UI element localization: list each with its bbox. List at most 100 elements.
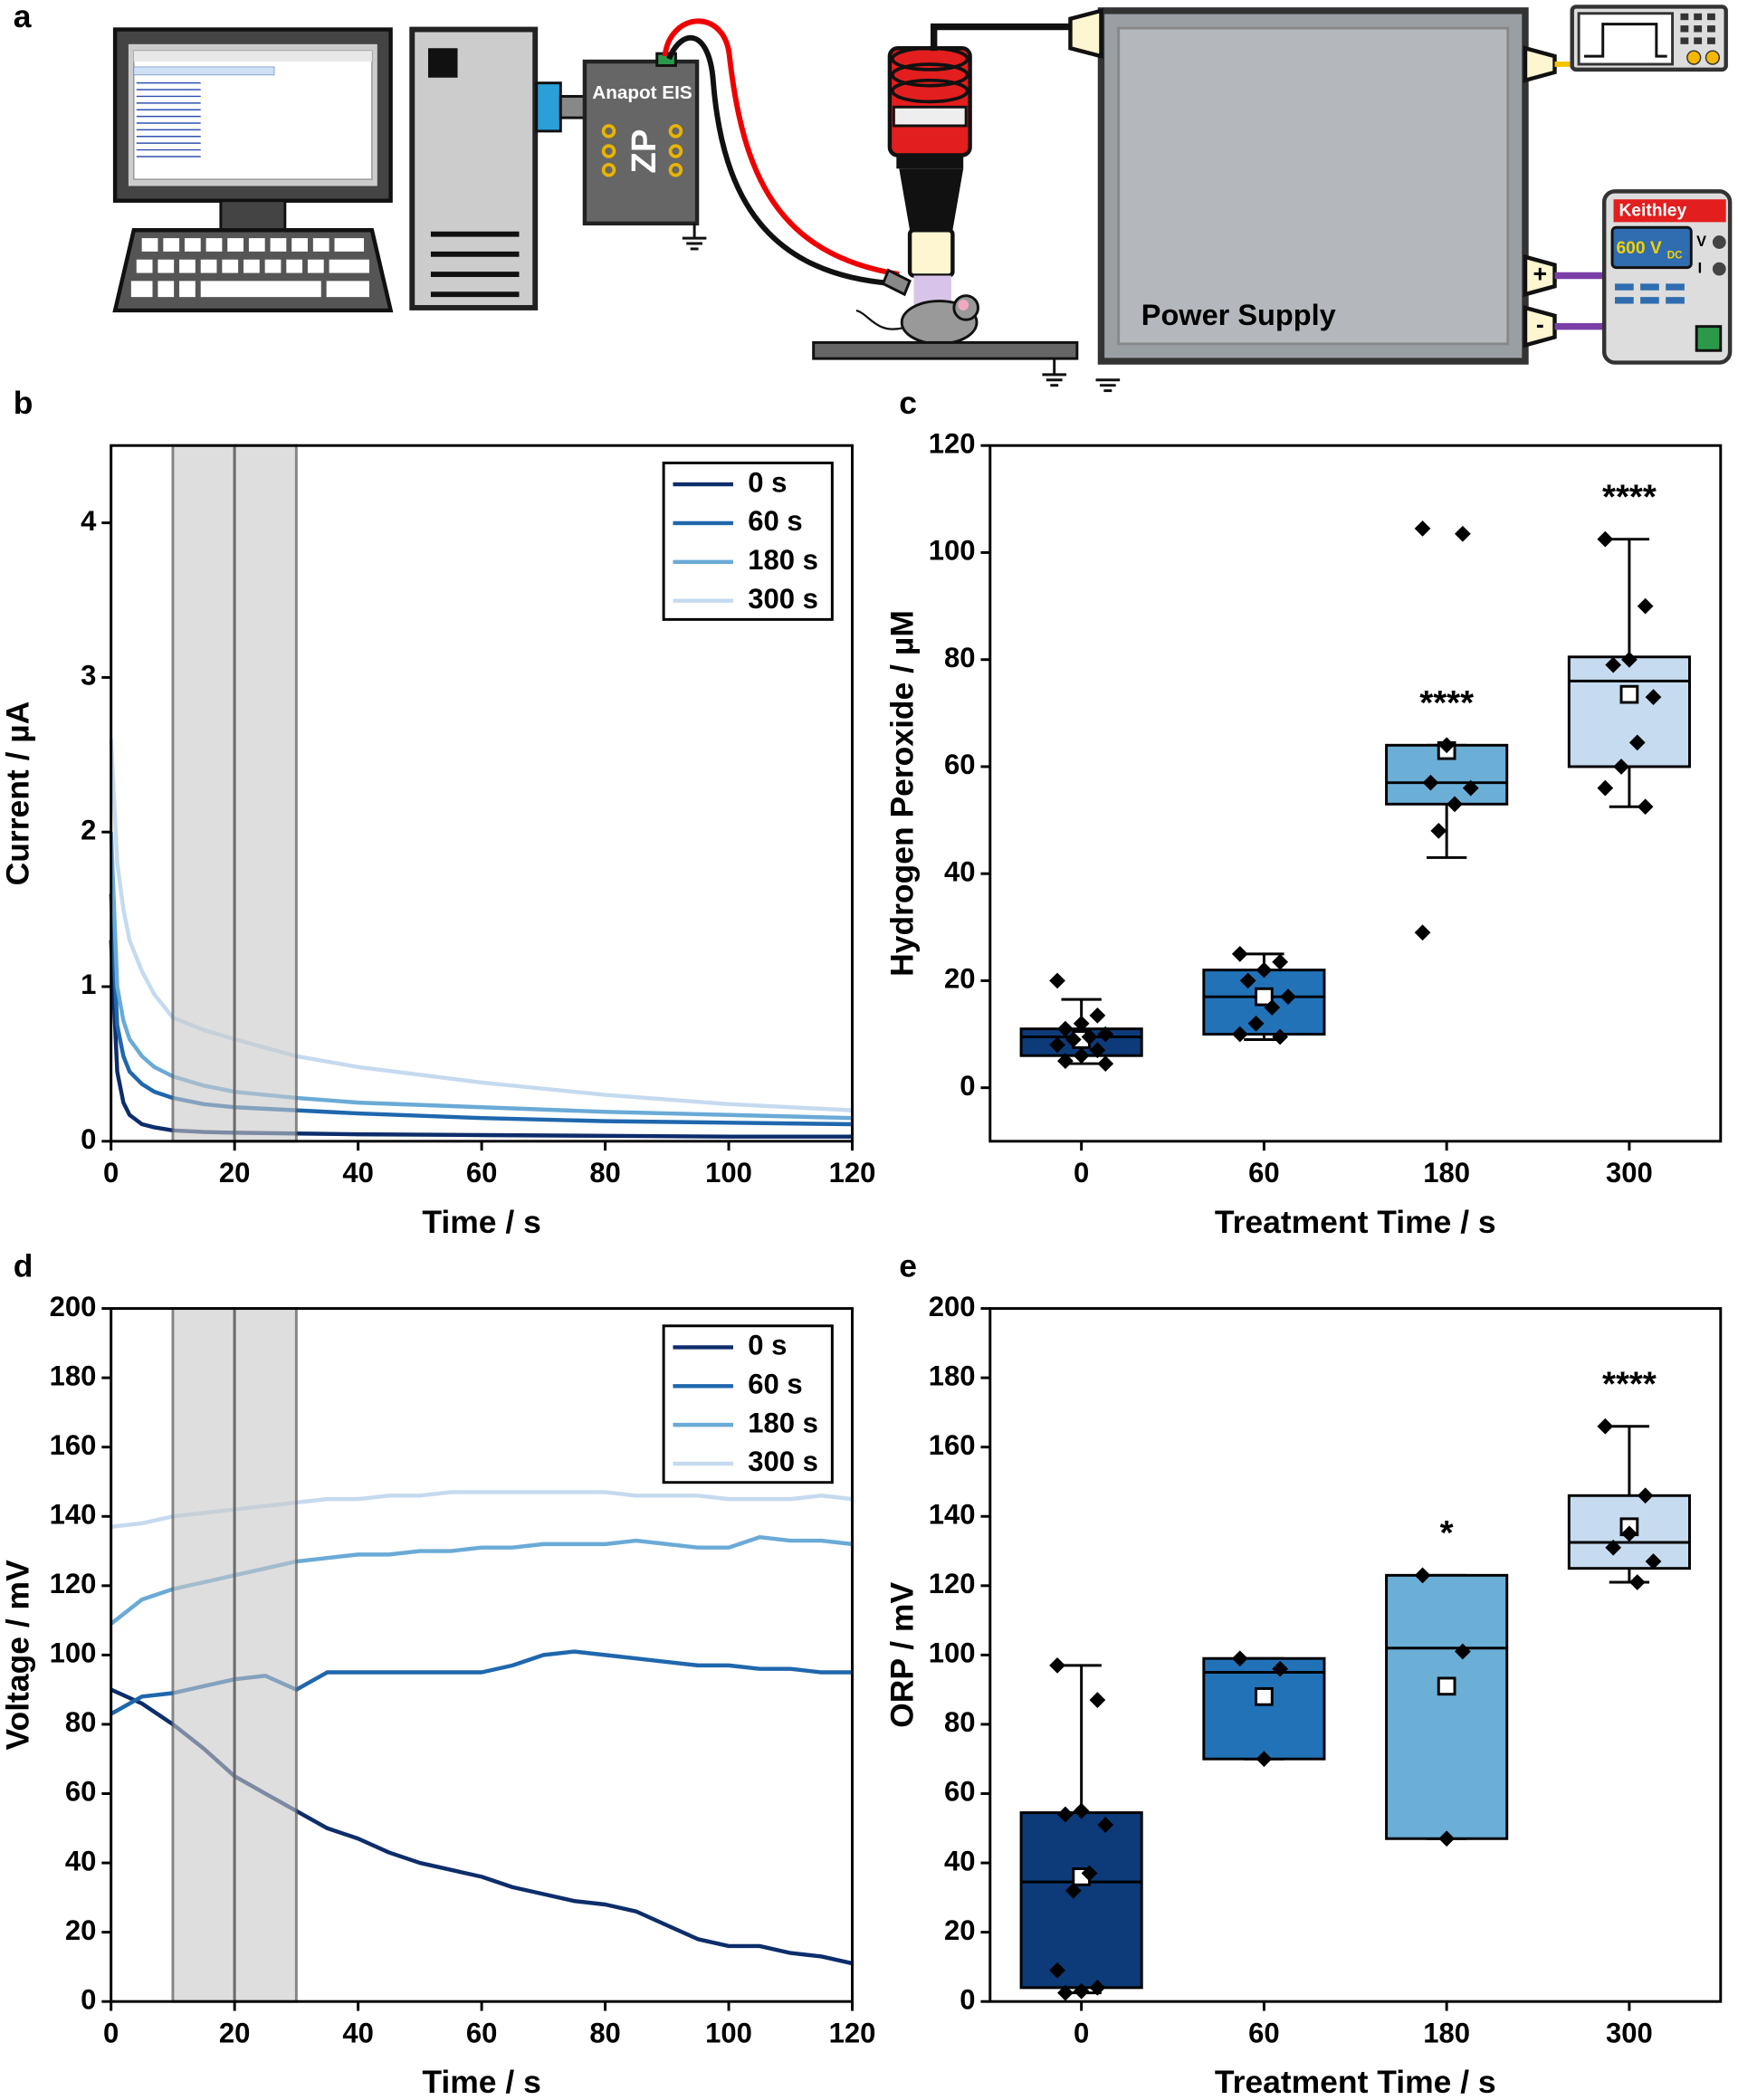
legend-label: 60 s	[748, 505, 802, 537]
window-lines	[136, 81, 201, 158]
x-axis-title: Treatment Time / s	[1215, 2064, 1496, 2100]
shaded-region	[171, 444, 236, 1143]
y-tick-label: 120	[929, 427, 976, 459]
knob	[1686, 50, 1702, 65]
setup-diagram: a Anapot EIS ZP	[14, 0, 1733, 393]
brand-label: Keithley	[1619, 202, 1686, 221]
data-point	[1597, 530, 1614, 548]
x-tick-label: 60	[466, 1157, 498, 1188]
data-point	[1239, 972, 1256, 989]
data-point	[1645, 689, 1662, 705]
keys	[130, 238, 369, 298]
x-tick-label: 20	[219, 2017, 250, 2048]
mean-marker	[1437, 1676, 1456, 1696]
data-point	[1628, 1574, 1646, 1590]
data-point	[1272, 953, 1289, 970]
panel-label: a	[14, 0, 32, 34]
potentiostat	[582, 59, 700, 226]
data-point	[1081, 1028, 1098, 1045]
data-point	[1628, 734, 1646, 751]
window-field	[133, 66, 275, 76]
data-point	[1430, 823, 1447, 839]
box	[1567, 655, 1691, 768]
data-point	[1645, 1553, 1662, 1570]
data-point	[1231, 1026, 1248, 1043]
meter-reading: 600 V	[1616, 239, 1661, 258]
shaded-region	[171, 1307, 236, 2003]
nozzle-tip	[907, 228, 955, 278]
knob	[1705, 50, 1721, 65]
data-point	[1272, 1660, 1289, 1677]
x-tick-label: 100	[705, 2017, 752, 2048]
y-tick-label: 120	[929, 1568, 976, 1599]
meter-display	[1610, 225, 1693, 270]
meter-cables	[1554, 272, 1606, 330]
data-point	[1455, 525, 1471, 542]
mean-marker	[1255, 987, 1274, 1007]
y-tick-label: 40	[944, 855, 976, 887]
y-tick-label: 60	[944, 749, 976, 780]
meter-i: I	[1698, 260, 1703, 276]
data-point	[1264, 999, 1281, 1016]
data-point	[1231, 946, 1248, 962]
x-tick-label: 0	[103, 1157, 119, 1188]
data-point	[1414, 520, 1431, 537]
y-axis-title: ORP / mV	[884, 1582, 921, 1728]
legend-box	[662, 461, 834, 621]
data-point	[1613, 759, 1629, 775]
ring	[892, 105, 968, 128]
data-point	[1049, 1656, 1065, 1674]
mouse-ear	[958, 300, 969, 310]
generator-keys	[1680, 13, 1715, 44]
x-tick-label: 80	[589, 1157, 621, 1188]
y-tick-label: 140	[50, 1498, 97, 1530]
y-tick-label: 80	[944, 642, 976, 673]
x-tick-label: 300	[1606, 1157, 1653, 1188]
stage	[812, 340, 1079, 360]
usb-connector	[535, 81, 562, 133]
x-axis-title: Time / s	[422, 1204, 540, 1240]
y-tick-label: 80	[65, 1706, 97, 1738]
data-point	[1438, 1830, 1456, 1847]
x-tick-label: 60	[466, 2017, 498, 2048]
device-label: Anapot EIS	[592, 82, 692, 103]
ground	[682, 223, 707, 251]
red-cable	[662, 18, 900, 277]
terminal	[1712, 235, 1726, 249]
x-tick-label: 40	[342, 1157, 374, 1188]
data-point	[1637, 1487, 1654, 1504]
y-tick-label: 2	[81, 814, 96, 845]
data-point	[1605, 1539, 1622, 1556]
data-point	[1414, 1567, 1431, 1584]
x-axis-title: Time / s	[422, 2064, 540, 2100]
data-point	[1057, 1053, 1074, 1069]
y-tick-label: 180	[50, 1360, 97, 1391]
data-point	[1256, 1751, 1273, 1768]
monitor-stand	[219, 199, 287, 232]
coil	[891, 46, 969, 104]
data-point	[1097, 1026, 1114, 1043]
x-tick-label: 0	[1074, 1157, 1089, 1188]
data-point	[1073, 1047, 1090, 1064]
y-tick-label: 4	[81, 505, 97, 537]
y-tick-label: 100	[929, 1637, 976, 1669]
data-point	[1621, 1525, 1638, 1542]
significance: *	[1440, 1513, 1454, 1552]
x-tick-label: 100	[705, 1157, 752, 1188]
panel-label: d	[14, 1248, 33, 1284]
y-tick-label: 120	[50, 1568, 97, 1599]
y-tick-label: 160	[929, 1429, 976, 1461]
data-point	[1231, 1650, 1248, 1667]
meter-buttons	[1615, 283, 1685, 304]
axes-box	[988, 444, 1723, 1143]
data-point	[1089, 1692, 1106, 1709]
collar	[896, 155, 964, 169]
y-tick-label: 3	[81, 660, 96, 692]
data-point	[1049, 1962, 1065, 1979]
y-tick-label: 0	[960, 1983, 975, 2015]
data-point	[1605, 656, 1622, 673]
waveform	[1584, 23, 1667, 58]
y-tick-label: 100	[50, 1637, 97, 1669]
power-supply-label: Power Supply	[1141, 299, 1336, 331]
y-tick-label: 40	[944, 1845, 976, 1876]
